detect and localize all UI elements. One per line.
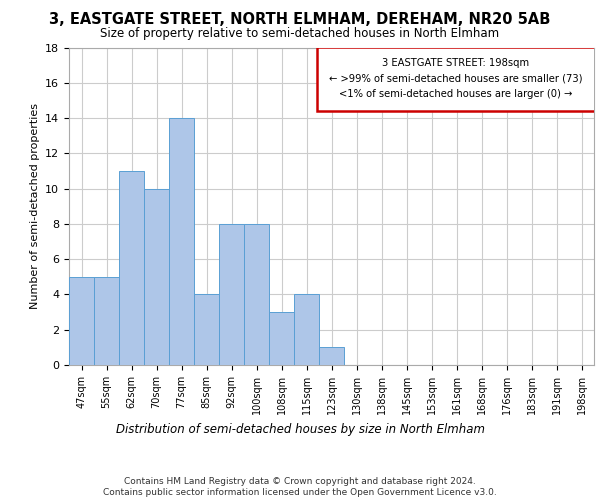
Bar — [269, 312, 294, 365]
Text: Size of property relative to semi-detached houses in North Elmham: Size of property relative to semi-detach… — [100, 28, 500, 40]
Text: Distribution of semi-detached houses by size in North Elmham: Distribution of semi-detached houses by … — [115, 422, 485, 436]
Text: 3, EASTGATE STREET, NORTH ELMHAM, DEREHAM, NR20 5AB: 3, EASTGATE STREET, NORTH ELMHAM, DEREHA… — [49, 12, 551, 28]
Text: 3 EASTGATE STREET: 198sqm
← >99% of semi-detached houses are smaller (73)
<1% of: 3 EASTGATE STREET: 198sqm ← >99% of semi… — [329, 58, 583, 100]
Bar — [319, 348, 344, 365]
Bar — [119, 171, 144, 365]
Y-axis label: Number of semi-detached properties: Number of semi-detached properties — [29, 104, 40, 309]
Bar — [144, 188, 169, 365]
Bar — [69, 277, 94, 365]
Bar — [94, 277, 119, 365]
FancyBboxPatch shape — [317, 46, 595, 111]
Text: Contains HM Land Registry data © Crown copyright and database right 2024.
Contai: Contains HM Land Registry data © Crown c… — [103, 478, 497, 497]
Bar — [244, 224, 269, 365]
Bar — [219, 224, 244, 365]
Bar — [294, 294, 319, 365]
Bar — [169, 118, 194, 365]
Bar — [194, 294, 219, 365]
